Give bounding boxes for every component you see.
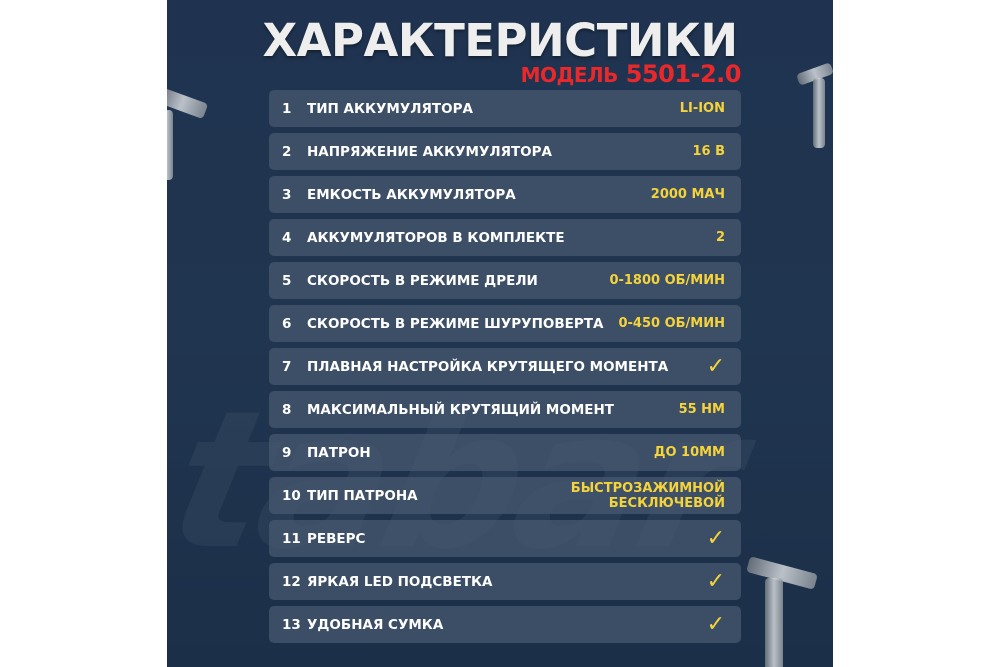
- spec-number: 13: [282, 616, 301, 633]
- spec-value-line: ДО 10ММ: [653, 445, 725, 460]
- spec-value-line: БЫСТРОЗАЖИМНОЙ: [570, 480, 725, 496]
- spec-value-line: 0-1800 ОБ/МИН: [609, 273, 725, 288]
- spec-number: 10: [282, 487, 301, 504]
- spec-value-line: 16 В: [692, 144, 725, 159]
- spec-number: 7: [282, 358, 292, 375]
- spec-label: ТИП АККУМУЛЯТОРА: [307, 100, 473, 117]
- spec-row: 12 ЯРКАЯ LED ПОДСВЕТКА ✓: [269, 563, 741, 600]
- model-number: 5501-2.0: [625, 60, 742, 88]
- screw-image-left: [167, 86, 209, 120]
- check-icon: ✓: [706, 569, 725, 594]
- spec-number: 1: [282, 100, 292, 117]
- spec-row: 9 ПАТРОН ДО 10ММ: [269, 434, 741, 471]
- spec-value-line: LI-ION: [679, 101, 725, 116]
- spec-value: LI-ION: [680, 101, 741, 116]
- spec-value-line: 2: [715, 230, 725, 245]
- spec-row: 7 ПЛАВНАЯ НАСТРОЙКА КРУТЯЩЕГО МОМЕНТА ✓: [269, 348, 741, 385]
- spec-label: ЯРКАЯ LED ПОДСВЕТКА: [307, 573, 493, 590]
- spec-value-line: 0-450 ОБ/МИН: [618, 316, 725, 331]
- spec-number: 8: [282, 401, 292, 418]
- spec-row: 2 НАПРЯЖЕНИЕ АККУМУЛЯТОРА 16 В: [269, 133, 741, 170]
- spec-value: 2000 МАЧ: [651, 187, 741, 202]
- spec-number: 2: [282, 143, 292, 160]
- spec-row: 3 ЕМКОСТЬ АККУМУЛЯТОРА 2000 МАЧ: [269, 176, 741, 213]
- spec-value: 0-1800 ОБ/МИН: [609, 273, 741, 288]
- spec-value: 0-450 ОБ/МИН: [618, 316, 741, 331]
- spec-row: 6 СКОРОСТЬ В РЕЖИМЕ ШУРУПОВЕРТА 0-450 ОБ/…: [269, 305, 741, 342]
- spec-label: СКОРОСТЬ В РЕЖИМЕ ШУРУПОВЕРТА: [307, 315, 604, 332]
- spec-label: РЕВЕРС: [307, 530, 366, 547]
- screw-image-left-shank: [167, 110, 173, 180]
- spec-row: 11 РЕВЕРС ✓: [269, 520, 741, 557]
- spec-label: УДОБНАЯ СУМКА: [307, 616, 444, 633]
- spec-label: НАПРЯЖЕНИЕ АККУМУЛЯТОРА: [307, 143, 553, 160]
- spec-label: СКОРОСТЬ В РЕЖИМЕ ДРЕЛИ: [307, 272, 538, 289]
- spec-row: 8 МАКСИМАЛЬНЫЙ КРУТЯЩИЙ МОМЕНТ 55 НМ: [269, 391, 741, 428]
- spec-label: ТИП ПАТРОНА: [307, 487, 418, 504]
- spec-value-line: БЕСКЛЮЧЕВОЙ: [608, 495, 725, 511]
- spec-row: 10 ТИП ПАТРОНА БЫСТРОЗАЖИМНОЙ БЕСКЛЮЧЕВОЙ: [269, 477, 741, 514]
- spec-label: ЕМКОСТЬ АККУМУЛЯТОРА: [307, 186, 516, 203]
- check-icon: ✓: [706, 612, 725, 637]
- spec-row: 4 АККУМУЛЯТОРОВ В КОМПЛЕКТЕ 2: [269, 219, 741, 256]
- spec-label: МАКСИМАЛЬНЫЙ КРУТЯЩИЙ МОМЕНТ: [307, 401, 614, 418]
- spec-row: 13 УДОБНАЯ СУМКА ✓: [269, 606, 741, 643]
- model-subtitle: МОДЕЛЬ 5501-2.0: [520, 60, 742, 88]
- spec-label: ПАТРОН: [307, 444, 371, 461]
- spec-value-line: 2000 МАЧ: [650, 187, 725, 202]
- spec-number: 3: [282, 186, 292, 203]
- spec-number: 11: [282, 530, 301, 547]
- model-prefix: МОДЕЛЬ: [520, 63, 619, 87]
- screw-image-right-shank: [813, 78, 825, 148]
- spec-value: ДО 10ММ: [654, 445, 741, 460]
- spec-row: 1 ТИП АККУМУЛЯТОРА LI-ION: [269, 90, 741, 127]
- spec-row: 5 СКОРОСТЬ В РЕЖИМЕ ДРЕЛИ 0-1800 ОБ/МИН: [269, 262, 741, 299]
- spec-value: 55 НМ: [679, 402, 741, 417]
- screw-image-bottom-shank: [765, 578, 783, 667]
- spec-label: АККУМУЛЯТОРОВ В КОМПЛЕКТЕ: [307, 229, 565, 246]
- spec-number: 12: [282, 573, 301, 590]
- spec-list: 1 ТИП АККУМУЛЯТОРА LI-ION 2 НАПРЯЖЕНИЕ АКК…: [269, 90, 741, 649]
- spec-value: БЫСТРОЗАЖИМНОЙ БЕСКЛЮЧЕВОЙ: [571, 481, 741, 511]
- spec-number: 5: [282, 272, 292, 289]
- check-icon: ✓: [706, 526, 725, 551]
- spec-number: 9: [282, 444, 292, 461]
- spec-number: 6: [282, 315, 292, 332]
- spec-value: 2: [716, 230, 741, 245]
- check-icon: ✓: [706, 354, 725, 379]
- spec-value: 16 В: [692, 144, 741, 159]
- spec-panel: tabar ХАРАКТЕРИСТИКИ МОДЕЛЬ 5501-2.0 1 Т…: [167, 0, 833, 667]
- spec-value-line: 55 НМ: [678, 402, 725, 417]
- page-title: ХАРАКТЕРИСТИКИ: [262, 14, 738, 67]
- spec-label: ПЛАВНАЯ НАСТРОЙКА КРУТЯЩЕГО МОМЕНТА: [307, 358, 669, 375]
- spec-number: 4: [282, 229, 292, 246]
